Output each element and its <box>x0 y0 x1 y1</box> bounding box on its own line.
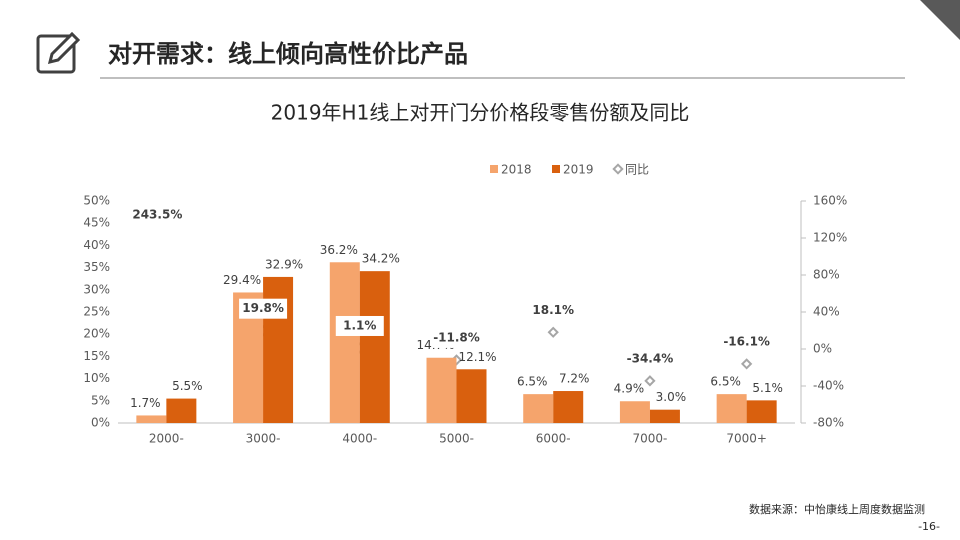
yoy-label: 243.5% <box>132 208 182 222</box>
bar <box>456 369 487 423</box>
yoy-label-box <box>529 300 578 321</box>
chart-title: 2019年H1线上对开门分价格段零售份额及同比 <box>271 101 690 125</box>
yoy-marker <box>740 358 753 370</box>
y-tick-label: 40% <box>83 238 110 252</box>
y-tick-label: 0% <box>91 416 110 430</box>
yoy-label: 18.1% <box>532 303 574 317</box>
bar-value-label: 4.9% <box>614 382 645 396</box>
bar-value-label: 1.7% <box>130 396 161 410</box>
bar-value-label: 5.1% <box>752 381 783 395</box>
legend-label: 同比 <box>625 163 649 177</box>
bar <box>359 271 390 423</box>
bar-value-label: 6.5% <box>710 375 741 389</box>
y2-tick-label: 160% <box>813 194 847 208</box>
legend-swatch <box>552 165 560 173</box>
legend-label: 2019 <box>563 163 594 177</box>
bar-value-label: 29.4% <box>223 273 261 287</box>
bar-value-label: 3.0% <box>656 390 687 404</box>
x-tick-label: 7000- <box>632 432 667 446</box>
bar <box>329 262 360 423</box>
x-tick-label: 3000- <box>246 432 281 446</box>
yoy-marker <box>644 375 656 387</box>
y2-tick-label: -80% <box>813 416 844 430</box>
bar <box>166 398 197 423</box>
yoy-label: -34.4% <box>627 351 674 365</box>
yoy-marker <box>547 326 559 338</box>
x-tick-label: 5000- <box>439 432 474 446</box>
y-tick-label: 15% <box>83 349 110 363</box>
bar <box>619 401 650 423</box>
bar-value-label: 7.2% <box>559 372 590 386</box>
legend-item: 同比 <box>612 163 649 177</box>
y-tick-label: 30% <box>83 282 110 296</box>
y2-tick-label: 40% <box>813 305 840 319</box>
bar <box>553 391 584 423</box>
corner-decoration <box>920 0 960 40</box>
legend-item: 2018 <box>490 163 532 177</box>
yoy-label-box <box>335 315 384 336</box>
y2-tick-label: -40% <box>813 379 844 393</box>
yoy-label-box <box>722 331 771 352</box>
y-tick-label: 50% <box>83 194 110 208</box>
page-number: -16- <box>918 520 940 533</box>
y2-tick-label: 120% <box>813 231 847 245</box>
y-tick-label: 5% <box>91 393 110 407</box>
legend-item: 2019 <box>552 163 594 177</box>
yoy-label: -16.1% <box>723 334 770 348</box>
slide-title: 对开需求：线上倾向高性价比产品 <box>108 40 468 68</box>
legend-swatch <box>490 165 498 173</box>
bar-value-label: 32.9% <box>265 257 303 271</box>
x-tick-label: 6000- <box>536 432 571 446</box>
yoy-marker <box>162 120 170 128</box>
x-tick-label: 2000- <box>149 432 184 446</box>
y2-tick-label: 80% <box>813 268 840 282</box>
yoy-label: -11.8% <box>433 330 480 344</box>
yoy-label: 19.8% <box>242 301 284 315</box>
bar-value-label: 36.2% <box>320 243 358 257</box>
bar <box>716 394 747 423</box>
yoy-label-box <box>133 205 182 225</box>
y-tick-label: 45% <box>83 216 110 230</box>
edit-icon <box>36 31 81 74</box>
y-tick-label: 20% <box>83 327 110 341</box>
y-tick-label: 10% <box>83 371 110 385</box>
bar-value-label: 12.1% <box>458 350 496 364</box>
bar-value-label: 34.2% <box>362 252 400 266</box>
yoy-label-box <box>239 298 288 319</box>
bar-value-label: 5.5% <box>172 379 203 393</box>
x-tick-label: 4000- <box>342 432 377 446</box>
bar <box>523 394 554 423</box>
bar-value-label: 6.5% <box>517 375 548 389</box>
source-note: 数据来源：中怡康线上周度数据监测 <box>749 502 925 516</box>
y2-tick-label: 0% <box>813 342 832 356</box>
legend-swatch <box>612 163 624 175</box>
bar <box>649 409 680 423</box>
x-tick-label: 7000+ <box>726 432 767 446</box>
y-tick-label: 35% <box>83 260 110 274</box>
bar <box>136 415 167 423</box>
yoy-label-box <box>625 348 674 369</box>
bar <box>426 357 457 423</box>
yoy-label: 1.1% <box>343 318 376 332</box>
y-tick-label: 25% <box>83 305 110 319</box>
yoy-label-box <box>432 327 481 348</box>
bar <box>746 400 777 423</box>
legend-label: 2018 <box>501 163 532 177</box>
